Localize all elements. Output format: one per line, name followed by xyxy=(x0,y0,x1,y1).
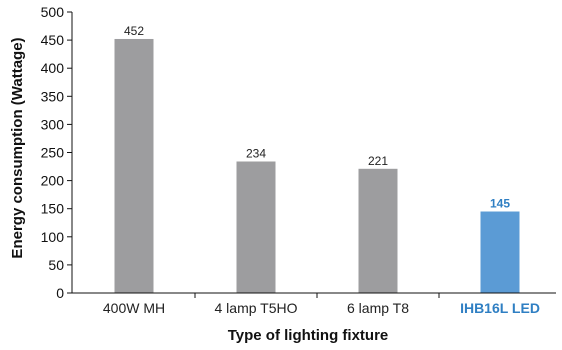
y-tick-label: 400 xyxy=(41,60,65,76)
x-axis-tick-labels: 400W MH 4 lamp T5HO 6 lamp T8 IHB16L LED xyxy=(103,293,540,316)
y-tick-label: 150 xyxy=(41,201,65,217)
x-tick-label-2: 6 lamp T8 xyxy=(347,300,409,316)
y-tick-label: 300 xyxy=(41,116,65,132)
bar-1 xyxy=(236,161,276,293)
x-axis-title: Type of lighting fixture xyxy=(228,327,389,344)
y-tick-label: 0 xyxy=(56,285,64,301)
bar-2 xyxy=(358,168,398,293)
bar-3 xyxy=(480,211,520,293)
data-label-0: 452 xyxy=(124,24,144,38)
x-tick-label-3: IHB16L LED xyxy=(460,300,540,316)
x-tick-label-1: 4 lamp T5HO xyxy=(215,300,298,316)
data-label-3: 145 xyxy=(490,197,510,211)
y-tick-label: 200 xyxy=(41,173,65,189)
bars-group xyxy=(114,38,520,294)
y-tick-label: 100 xyxy=(41,229,65,245)
y-tick-label: 350 xyxy=(41,88,65,104)
data-label-1: 234 xyxy=(246,146,266,160)
y-axis-title: Energy consumption (Wattage) xyxy=(9,37,26,258)
y-tick-label: 250 xyxy=(41,145,65,161)
data-labels-group: 452 234 221 145 xyxy=(124,24,510,211)
y-tick-label: 500 xyxy=(41,4,65,20)
y-tick-label: 450 xyxy=(41,32,65,48)
x-tick-label-0: 400W MH xyxy=(103,300,165,316)
bar-0 xyxy=(114,38,154,294)
y-tick-label: 50 xyxy=(48,257,64,273)
y-axis-ticks: 0 50 100 150 200 250 300 350 400 450 500 xyxy=(41,4,72,301)
data-label-2: 221 xyxy=(368,154,388,168)
